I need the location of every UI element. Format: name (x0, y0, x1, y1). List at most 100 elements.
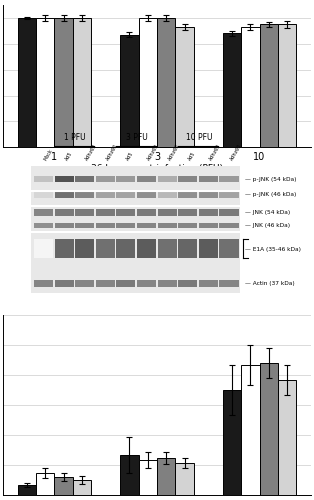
Bar (219, 176, 239, 182)
Text: — p-JNK (46 kDa): — p-JNK (46 kDa) (245, 192, 296, 197)
Bar (158, 238, 177, 258)
Bar (36, 18, 54, 148)
Bar (96, 191, 115, 198)
Bar (96, 176, 115, 182)
Bar (241, 365, 260, 495)
Bar (96, 280, 115, 287)
Bar (120, 455, 138, 495)
Bar (241, 27, 260, 148)
Bar (219, 238, 239, 258)
Bar (55, 222, 73, 228)
Bar (199, 176, 218, 182)
Bar (96, 222, 115, 228)
Bar (36, 473, 54, 495)
Text: — p-JNK (54 kDa): — p-JNK (54 kDa) (245, 177, 296, 182)
Bar (178, 209, 197, 216)
Bar (157, 18, 176, 148)
Text: 10 PFU: 10 PFU (186, 132, 212, 141)
Bar (18, 485, 36, 495)
Bar (54, 18, 73, 148)
Text: — E1A (35-46 kDa): — E1A (35-46 kDa) (245, 246, 301, 252)
Bar (75, 209, 94, 216)
Bar (176, 27, 194, 148)
Bar (223, 390, 241, 495)
Bar (75, 222, 94, 228)
Bar (176, 463, 194, 495)
Bar (34, 209, 53, 216)
Bar (75, 280, 94, 287)
Bar (137, 222, 156, 228)
Bar (260, 363, 278, 495)
Bar (138, 18, 157, 148)
Bar (137, 280, 156, 287)
Bar (137, 238, 156, 258)
Bar (219, 280, 239, 287)
Bar (158, 280, 177, 287)
Bar (260, 24, 278, 148)
Bar (178, 222, 197, 228)
Bar (178, 176, 197, 182)
Text: — JNK (46 kDa): — JNK (46 kDa) (245, 223, 290, 228)
Text: 1 PFU: 1 PFU (64, 132, 86, 141)
Bar (158, 191, 177, 198)
Bar (54, 477, 73, 495)
Bar (34, 280, 53, 287)
Bar (31, 166, 240, 293)
Bar (199, 191, 218, 198)
X-axis label: 36 hours post-infection (PFU): 36 hours post-infection (PFU) (91, 164, 223, 172)
Bar (96, 209, 115, 216)
Bar (116, 238, 135, 258)
Bar (55, 280, 73, 287)
Bar (223, 34, 241, 148)
Bar (158, 209, 177, 216)
Bar (178, 191, 197, 198)
Bar (116, 176, 135, 182)
Text: Adhz60: Adhz60 (167, 143, 181, 161)
Bar (55, 238, 73, 258)
Bar (34, 222, 53, 228)
Bar (158, 222, 177, 228)
Bar (178, 238, 197, 258)
Bar (199, 222, 218, 228)
Text: — Actin (37 kDa): — Actin (37 kDa) (245, 281, 295, 286)
Bar (75, 191, 94, 198)
Bar (137, 191, 156, 198)
Bar (34, 238, 53, 258)
Bar (73, 18, 91, 148)
Bar (34, 176, 53, 182)
Text: Mock: Mock (43, 148, 54, 161)
Bar (137, 176, 156, 182)
Bar (116, 222, 135, 228)
Text: Adhz63: Adhz63 (85, 143, 98, 161)
Bar (75, 176, 94, 182)
Bar (55, 191, 73, 198)
Bar (116, 191, 135, 198)
Text: Adhz60: Adhz60 (105, 143, 119, 161)
Bar (199, 280, 218, 287)
Bar (18, 18, 36, 148)
Bar (157, 458, 176, 495)
Bar (219, 209, 239, 216)
Bar (199, 238, 218, 258)
Bar (120, 34, 138, 148)
Text: Ad5: Ad5 (126, 150, 135, 161)
Text: Ad5: Ad5 (188, 150, 197, 161)
Bar (178, 280, 197, 287)
Bar (158, 176, 177, 182)
Bar (278, 24, 296, 148)
Bar (34, 191, 53, 198)
Text: Adhz63: Adhz63 (208, 143, 222, 161)
Bar (55, 209, 73, 216)
Bar (75, 238, 94, 258)
Bar (116, 209, 135, 216)
Bar (278, 380, 296, 495)
Bar (55, 176, 73, 182)
Bar (219, 191, 239, 198)
Text: Ad5: Ad5 (64, 150, 73, 161)
Text: Adhz60: Adhz60 (229, 143, 242, 161)
Bar (96, 238, 115, 258)
Bar (199, 209, 218, 216)
Bar (219, 222, 239, 228)
Bar (116, 280, 135, 287)
Text: 3 PFU: 3 PFU (126, 132, 148, 141)
